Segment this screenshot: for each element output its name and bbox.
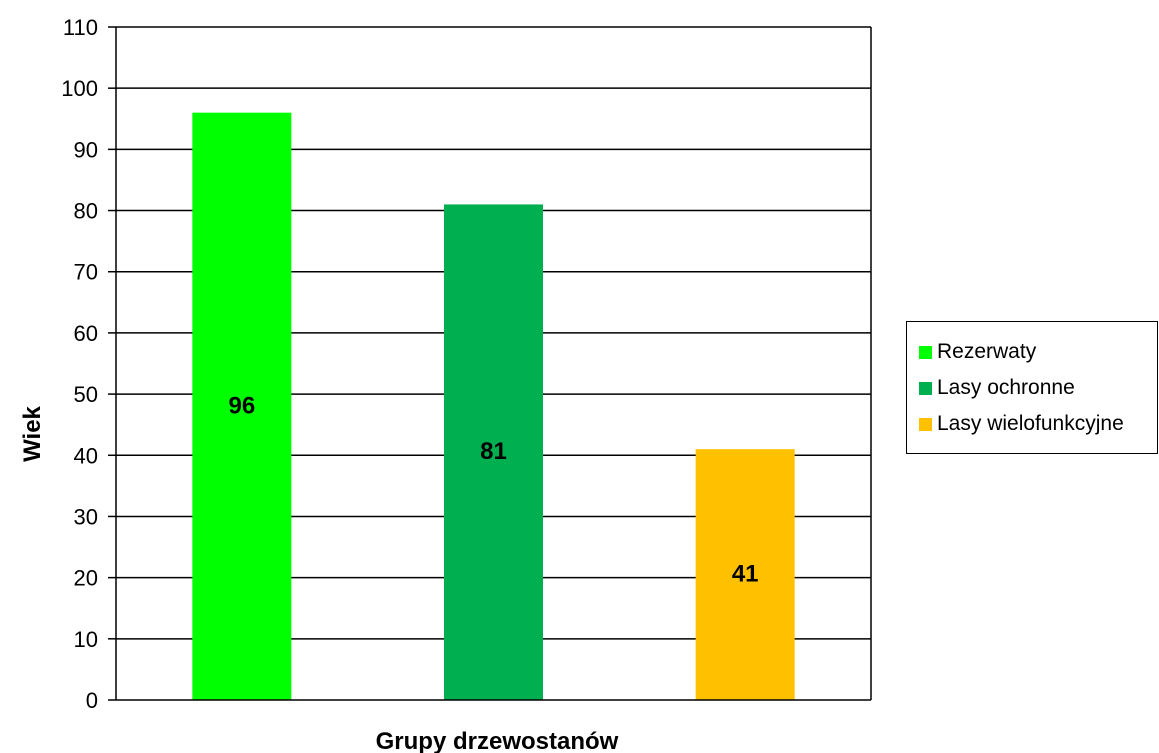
y-axis-title: Wiek [19, 405, 46, 461]
legend-label: Rezerwaty [937, 340, 1037, 363]
y-tick-label: 20 [74, 566, 98, 591]
y-tick-label: 80 [74, 199, 98, 224]
y-tick-label: 90 [74, 137, 98, 162]
y-tick-label: 50 [74, 382, 98, 407]
legend-swatch [919, 345, 932, 359]
legend: Rezerwaty Lasy ochronne Lasy wielofunkcy… [906, 321, 1158, 454]
legend-label: Lasy ochronne [937, 376, 1075, 399]
y-tick-label: 10 [74, 627, 98, 652]
bar [695, 449, 795, 700]
bar [444, 204, 543, 700]
legend-swatch [919, 417, 932, 431]
y-tick-label: 30 [74, 504, 98, 529]
legend-swatch [919, 381, 932, 395]
data-label: 81 [480, 438, 507, 465]
y-tick-label: 100 [61, 76, 98, 101]
x-axis-title: Grupy drzewostanów [376, 728, 619, 753]
bars: 96 81 41 [192, 112, 795, 701]
bar [192, 112, 292, 701]
axes [115, 27, 872, 701]
data-label: 41 [732, 561, 759, 588]
y-axis-ticks: 0 10 20 30 40 50 60 70 80 90 100 110 [61, 15, 116, 713]
legend-label: Lasy wielofunkcyjne [937, 412, 1124, 435]
legend-item-lasy-wielofunkcyjne: Lasy wielofunkcyjne [919, 406, 1157, 442]
y-tick-label: 70 [74, 260, 98, 285]
y-tick-label: 40 [74, 443, 98, 468]
y-tick-label: 0 [86, 688, 98, 713]
legend-item-lasy-ochronne: Lasy ochronne [919, 370, 1157, 406]
y-tick-label: 60 [74, 321, 98, 346]
y-tick-label: 110 [63, 15, 98, 40]
data-label: 96 [228, 392, 255, 419]
legend-item-rezerwaty: Rezerwaty [919, 334, 1157, 370]
